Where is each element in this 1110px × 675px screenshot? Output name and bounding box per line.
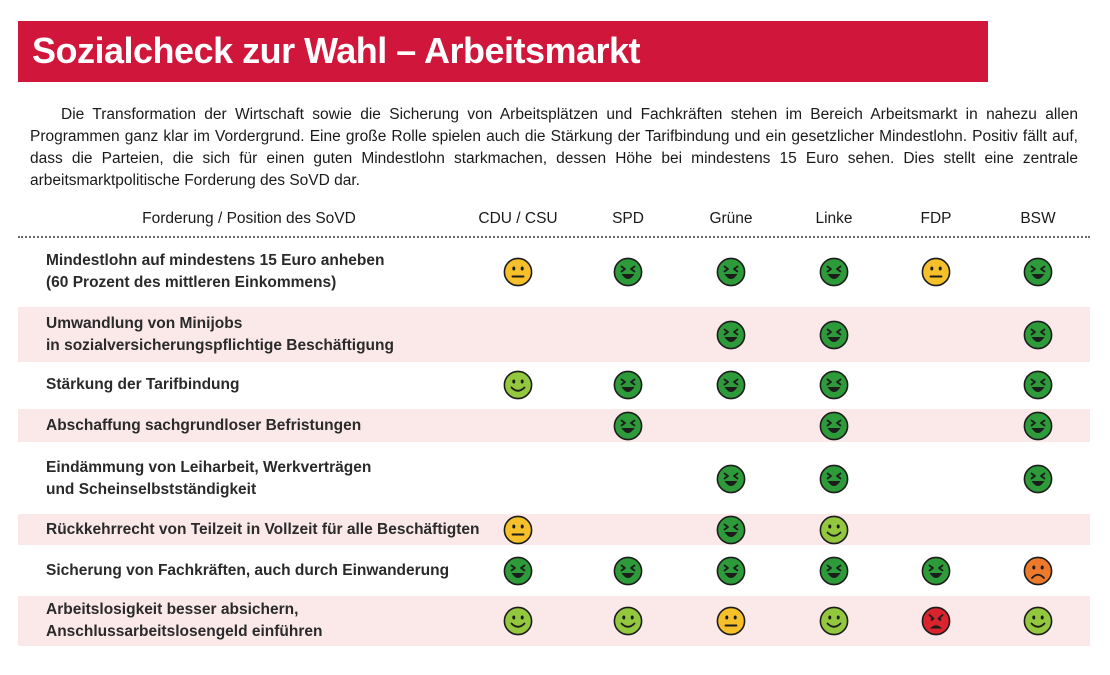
positive-smiley-icon-bsw — [1023, 606, 1053, 636]
table-row: Sicherung von Fachkräften, auch durch Ei… — [18, 550, 1090, 592]
very-positive-smiley-icon-gruene — [716, 556, 746, 586]
demand-label: Mindestlohn auf mindestens 15 Euro anheb… — [46, 250, 384, 294]
very-positive-smiley-icon-linke — [819, 370, 849, 400]
demand-label: Umwandlung von Minijobs in sozialversiche… — [46, 313, 394, 357]
very-positive-smiley-icon-bsw — [1023, 257, 1053, 287]
table-row: Arbeitslosigkeit besser absichern, Anschl… — [18, 596, 1090, 646]
demand-line: Eindämmung von Leiharbeit, Werkverträgen — [46, 459, 372, 476]
positive-smiley-icon-linke — [819, 606, 849, 636]
title-banner: Sozialcheck zur Wahl – Arbeitsmarkt — [18, 21, 988, 82]
very-positive-smiley-icon-gruene — [716, 257, 746, 287]
demand-line: Mindestlohn auf mindestens 15 Euro anheb… — [46, 252, 385, 269]
intro-paragraph: Die Transformation der Wirtschaft sowie … — [30, 106, 1078, 189]
demand-label: Abschaffung sachgrundloser Befristungen — [46, 415, 361, 437]
party-header-bsw: BSW — [1020, 210, 1056, 227]
demand-line: Umwandlung von Minijobs — [46, 315, 243, 332]
positive-smiley-icon-cdu-csu — [503, 370, 533, 400]
very-positive-smiley-icon-spd — [613, 257, 643, 287]
positive-smiley-icon-spd — [613, 606, 643, 636]
demand-label: Sicherung von Fachkräften, auch durch Ei… — [46, 560, 449, 582]
demand-line: Sicherung von Fachkräften, auch durch Ei… — [46, 562, 450, 579]
demand-line: Stärkung der Tarifbindung — [46, 376, 240, 393]
very-positive-smiley-icon-cdu-csu — [503, 556, 533, 586]
very-positive-smiley-icon-fdp — [921, 556, 951, 586]
party-header-fdp: FDP — [920, 210, 952, 227]
table-row: Rückkehrrecht von Teilzeit in Vollzeit f… — [18, 514, 1090, 545]
very-positive-smiley-icon-bsw — [1023, 320, 1053, 350]
negative-smiley-icon-bsw — [1023, 556, 1053, 586]
column-label-demand: Forderung / Position des SoVD — [142, 210, 356, 227]
very-positive-smiley-icon-bsw — [1023, 370, 1053, 400]
table-row: Mindestlohn auf mindestens 15 Euro anheb… — [18, 243, 1090, 301]
demand-label: Rückkehrrecht von Teilzeit in Vollzeit f… — [46, 519, 480, 541]
party-header-spd: SPD — [612, 210, 644, 227]
neutral-smiley-icon-fdp — [921, 257, 951, 287]
neutral-smiley-icon-cdu-csu — [503, 515, 533, 545]
page-title: Sozialcheck zur Wahl – Arbeitsmarkt — [32, 30, 641, 71]
party-header-cdu-csu: CDU / CSU — [478, 210, 558, 227]
very-positive-smiley-icon-gruene — [716, 370, 746, 400]
very-negative-smiley-icon-fdp — [921, 606, 951, 636]
demand-line: Anschlussarbeitslosengeld einführen — [46, 623, 323, 640]
demand-label: Stärkung der Tarifbindung — [46, 374, 239, 396]
demand-line: in sozialversicherungspflichtige Beschäf… — [46, 337, 394, 354]
table-row: Abschaffung sachgrundloser Befristungen — [18, 409, 1090, 442]
demand-line: (60 Prozent des mittleren Einkommens) — [46, 274, 337, 291]
very-positive-smiley-icon-gruene — [716, 464, 746, 494]
demand-line: und Scheinselbstständigkeit — [46, 481, 257, 498]
demand-label: Arbeitslosigkeit besser absichern, Anschl… — [46, 599, 322, 643]
demand-label: Eindämmung von Leiharbeit, Werkverträgen… — [46, 457, 371, 501]
demand-line: Rückkehrrecht von Teilzeit in Vollzeit f… — [46, 521, 480, 538]
positive-smiley-icon-cdu-csu — [503, 606, 533, 636]
very-positive-smiley-icon-bsw — [1023, 464, 1053, 494]
table-row: Eindämmung von Leiharbeit, Werkverträgen… — [18, 447, 1090, 510]
very-positive-smiley-icon-linke — [819, 411, 849, 441]
very-positive-smiley-icon-bsw — [1023, 411, 1053, 441]
very-positive-smiley-icon-spd — [613, 370, 643, 400]
very-positive-smiley-icon-linke — [819, 464, 849, 494]
very-positive-smiley-icon-linke — [819, 320, 849, 350]
party-header-linke: Linke — [815, 210, 853, 227]
very-positive-smiley-icon-linke — [819, 556, 849, 586]
table-header: Forderung / Position des SoVD CDU / CSU … — [18, 202, 1090, 238]
very-positive-smiley-icon-gruene — [716, 515, 746, 545]
positive-smiley-icon-linke — [819, 515, 849, 545]
demand-line: Abschaffung sachgrundloser Befristungen — [46, 417, 362, 434]
neutral-smiley-icon-cdu-csu — [503, 257, 533, 287]
party-header-gruene: Grüne — [709, 210, 753, 227]
table-row: Umwandlung von Minijobs in sozialversiche… — [18, 307, 1090, 362]
very-positive-smiley-icon-gruene — [716, 320, 746, 350]
neutral-smiley-icon-gruene — [716, 606, 746, 636]
demand-line: Arbeitslosigkeit besser absichern, — [46, 601, 299, 618]
table-row: Stärkung der Tarifbindung — [18, 365, 1090, 405]
very-positive-smiley-icon-linke — [819, 257, 849, 287]
very-positive-smiley-icon-spd — [613, 411, 643, 441]
very-positive-smiley-icon-spd — [613, 556, 643, 586]
